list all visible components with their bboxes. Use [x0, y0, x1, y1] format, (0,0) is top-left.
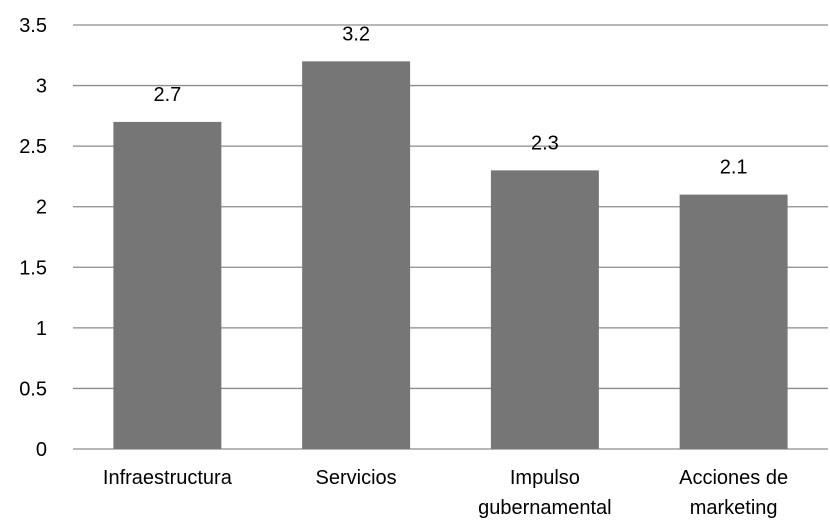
y-tick-label: 0.5 — [19, 378, 47, 400]
bar — [679, 194, 788, 449]
data-label: 2.3 — [531, 132, 559, 154]
bar — [113, 121, 222, 450]
bar — [302, 61, 411, 449]
y-tick-label: 3 — [36, 76, 47, 98]
data-label: 2.7 — [153, 84, 181, 106]
data-label: 3.2 — [342, 23, 370, 45]
y-tick-label: 3.5 — [19, 15, 47, 37]
category-label: Infraestructura — [103, 467, 233, 489]
category-label: gubernamental — [478, 497, 611, 519]
y-tick-label: 1.5 — [19, 257, 47, 279]
category-label: Impulso — [510, 467, 580, 489]
bar — [490, 170, 599, 449]
y-tick-label: 2.5 — [19, 136, 47, 158]
y-tick-label: 1 — [36, 318, 47, 340]
category-label: marketing — [690, 497, 778, 519]
data-labels: 2.7 3.2 2.3 2.1 — [153, 23, 747, 178]
y-tick-label: 0 — [36, 439, 47, 461]
x-axis-category-labels: Infraestructura Servicios Impulso gubername… — [103, 467, 788, 519]
y-tick-label: 2 — [36, 197, 47, 219]
y-axis-tick-labels: 0 0.5 1 1.5 2 2.5 3 3.5 — [19, 15, 47, 461]
data-label: 2.1 — [720, 157, 748, 179]
bars — [113, 61, 788, 450]
category-label: Acciones de — [679, 467, 788, 489]
category-label: Servicios — [316, 467, 397, 489]
